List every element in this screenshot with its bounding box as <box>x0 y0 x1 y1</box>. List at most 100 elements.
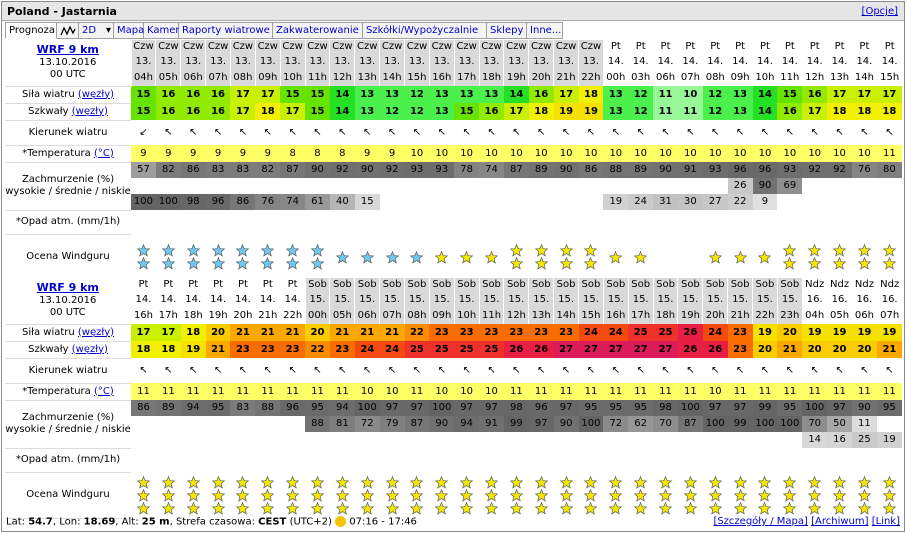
temp-cell: 11 <box>876 383 902 400</box>
gust-cell: 15 <box>454 103 480 120</box>
tab-szk-ki-wypo-yczalnie[interactable]: Szkółki/Wypożyczalnie <box>363 22 488 39</box>
rating-star-icon <box>733 488 747 502</box>
date-cell: 15. <box>528 292 554 307</box>
cloud-low-cell: 19 <box>603 194 629 210</box>
cloud-low-cell <box>578 194 604 210</box>
permalink-link[interactable]: [Link] <box>871 516 900 527</box>
rain-cell <box>802 210 828 234</box>
temp-cell: 11 <box>329 383 355 400</box>
rating-star-icon <box>783 475 797 489</box>
rating-star-icon <box>783 257 797 270</box>
rating-star-icon <box>460 488 474 502</box>
tab-zakwaterowanie[interactable]: Zakwaterowanie <box>273 22 364 39</box>
rain-cell <box>479 448 504 472</box>
wind-cell: 15 <box>777 86 803 103</box>
model-link[interactable]: WRF 9 km <box>36 281 99 295</box>
gust-cell: 18 <box>255 103 281 120</box>
day-cell: Czw <box>578 40 604 54</box>
cloud-mid-cell <box>280 178 306 194</box>
tab-mapa[interactable]: Mapa <box>114 22 144 39</box>
temp-cell: 11 <box>553 383 579 400</box>
tab-prognoza[interactable]: Prognoza <box>5 22 57 39</box>
rating-cell <box>678 472 703 518</box>
gust-cell: 25 <box>479 341 504 358</box>
tab-kamery[interactable]: Kamery <box>144 22 185 39</box>
temp-units-link[interactable]: (°C) <box>93 147 114 159</box>
options-link[interactable]: [Opcje] <box>861 6 898 17</box>
wind-cell: 23 <box>553 324 579 341</box>
gust-units-link[interactable]: (węzły) <box>71 343 108 355</box>
hour-cell: 16h <box>130 307 156 324</box>
gust-cell: 20 <box>752 341 778 358</box>
cloud-high-cell: 83 <box>230 162 256 178</box>
cloud-mid-cell <box>131 178 156 194</box>
temp-cell: 10 <box>404 145 430 162</box>
details-map-link[interactable]: [Szczegóły / Mapa] <box>713 516 808 527</box>
cloud-low-cell <box>876 194 902 210</box>
cloud-mid-cell <box>404 178 430 194</box>
cloud-high-cell: 89 <box>155 400 181 416</box>
date-cell: 15. <box>677 292 703 307</box>
wind-units-link[interactable]: (węzły) <box>77 88 115 100</box>
cloud-low-cell: 24 <box>628 194 654 210</box>
rating-cell <box>802 472 827 518</box>
gust-cell: 23 <box>329 341 355 358</box>
cloud-high-cell: 95 <box>578 400 604 416</box>
tab-raporty-wiatrowe[interactable]: Raporty wiatrowe <box>179 22 274 39</box>
archive-link[interactable]: [Archiwum] <box>811 516 869 527</box>
hour-cell: 19h <box>205 307 231 324</box>
rating-label: Ocena Windguru <box>5 472 132 519</box>
model-link[interactable]: WRF 9 km <box>36 43 99 57</box>
tab-inne-[interactable]: Inne... <box>527 22 564 39</box>
cloud-low-cell <box>851 194 877 210</box>
rating-cell <box>405 234 430 280</box>
direction-label: Kierunek wiatru <box>5 120 132 146</box>
cloud-mid-cell <box>205 178 231 194</box>
cloud-mid-cell: 70 <box>802 416 828 432</box>
temp-cell: 11 <box>653 383 678 400</box>
rating-star-icon <box>385 250 399 264</box>
wind-cell: 21 <box>280 324 306 341</box>
hour-cell: 20h <box>528 69 554 86</box>
rain-cell <box>155 210 181 234</box>
rating-cell <box>504 234 529 280</box>
gust-cell: 21 <box>876 341 902 358</box>
temp-units-link[interactable]: (°C) <box>93 385 114 397</box>
gust-cell: 11 <box>677 103 703 120</box>
temp-cell: 10 <box>727 145 753 162</box>
lon-label: Lon: <box>59 516 81 528</box>
wind-arrow-icon: ↖ <box>677 120 703 145</box>
rating-star-icon <box>136 257 150 270</box>
wind-arrow-icon: ↖ <box>180 358 206 383</box>
day-cell: Czw <box>254 40 281 54</box>
date-cell: 14. <box>801 54 828 69</box>
wind-arrow-icon: ↖ <box>603 358 629 383</box>
rating-star-icon <box>733 475 747 489</box>
cloud-mid-cell <box>503 178 529 194</box>
date-cell: 14. <box>752 54 778 69</box>
wind-cell: 20 <box>205 324 231 341</box>
wind-arrow-icon: ↖ <box>827 358 852 383</box>
hour-cell: 14h <box>553 307 579 324</box>
rating-star-icon <box>833 475 847 489</box>
hour-cell: 07h <box>379 307 405 324</box>
tab-sklepy[interactable]: Sklepy <box>487 22 528 39</box>
gust-cell: 20 <box>851 341 877 358</box>
wind-units-link[interactable]: (węzły) <box>77 326 115 338</box>
gust-cell: 12 <box>702 103 728 120</box>
wind-cell: 10 <box>677 86 703 103</box>
temp-cell: 10 <box>503 145 529 162</box>
gust-cell: 20 <box>802 341 828 358</box>
cloud-low-cell: 27 <box>702 194 728 210</box>
gust-units-link[interactable]: (węzły) <box>71 105 108 117</box>
graph-icon[interactable] <box>57 22 79 39</box>
temp-cell: 10 <box>653 145 678 162</box>
rating-star-icon <box>161 501 175 515</box>
wind-cell: 24 <box>578 324 604 341</box>
tab-2d[interactable]: 2D <box>79 22 105 39</box>
rain-cell <box>528 210 554 234</box>
gust-cell: 13 <box>603 103 629 120</box>
cloud-low-cell: 30 <box>677 194 703 210</box>
wind-cell: 13 <box>354 86 380 103</box>
cloud-low-cell <box>553 432 579 448</box>
